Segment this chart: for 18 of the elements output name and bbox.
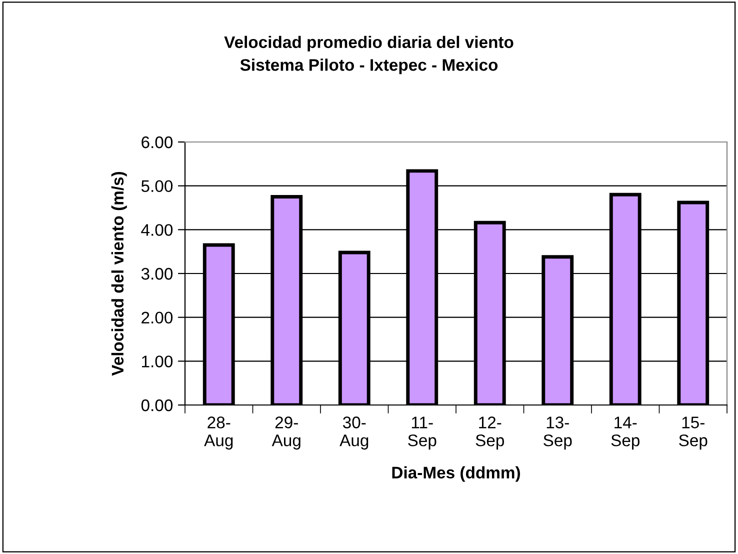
y-tick-label: 1.00 bbox=[142, 356, 173, 368]
x-tick-label: 30- Aug bbox=[340, 416, 368, 450]
x-tick-label: 15- Sep bbox=[679, 416, 708, 450]
x-tick-label: 14- Sep bbox=[611, 416, 640, 450]
y-tick-label: 3.00 bbox=[141, 268, 173, 280]
y-axis-title: Velocidad del viento (m/s) bbox=[111, 172, 127, 376]
y-tick-label: 6.00 bbox=[142, 136, 173, 148]
chart-title: Velocidad promedio diaria del viento Sistema Piloto - Ixtepec - Mexico bbox=[224, 36, 514, 74]
y-tick-label: 2.00 bbox=[142, 312, 173, 324]
x-tick-label: 29- Aug bbox=[272, 416, 300, 450]
x-tick-label: 28- Aug bbox=[204, 416, 233, 450]
x-tick-label: 11- Sep bbox=[408, 416, 436, 450]
x-tick-label: 12- Sep bbox=[476, 416, 504, 450]
y-tick-label: 0.00 bbox=[141, 399, 173, 412]
y-tick-label: 4.00 bbox=[141, 224, 173, 236]
x-axis-title: Dia-Mes (ddmm) bbox=[392, 466, 520, 482]
y-tick-label: 5.00 bbox=[141, 180, 173, 192]
x-tick-label: 13- Sep bbox=[544, 416, 572, 450]
